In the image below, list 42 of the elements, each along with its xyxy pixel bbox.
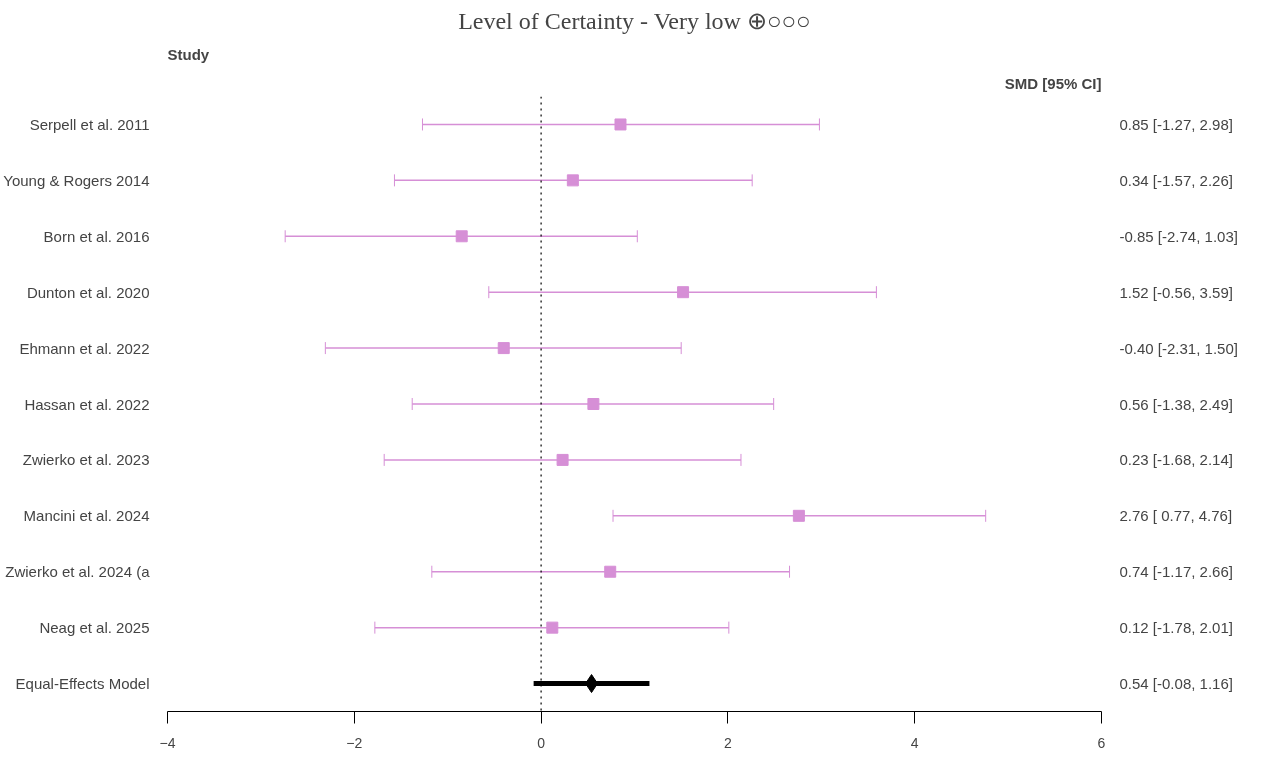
x-tick-label: 2 xyxy=(724,734,733,751)
point xyxy=(792,509,805,522)
point xyxy=(677,286,690,299)
data-label: 1.52 [-0.56, 3.59] xyxy=(1119,283,1233,301)
y-tick-label: Equal-Effects Model xyxy=(15,675,150,693)
point xyxy=(455,230,468,243)
point xyxy=(556,453,569,466)
x-tick-label: 4 xyxy=(910,734,919,751)
data-label: 0.56 [-1.38, 2.49] xyxy=(1119,395,1233,413)
x-tick-label: 6 xyxy=(1097,734,1106,751)
y-tick-label: Young & Rogers 2014 xyxy=(3,171,150,189)
data-label: 0.12 [-1.78, 2.01] xyxy=(1119,619,1233,637)
data-label: 0.23 [-1.68, 2.14] xyxy=(1119,451,1233,469)
point xyxy=(587,398,600,410)
data-label: 0.34 [-1.57, 2.26] xyxy=(1119,171,1233,189)
y-tick-label: Dunton et al. 2020 xyxy=(26,283,150,301)
point xyxy=(604,565,617,578)
point xyxy=(585,674,599,694)
point xyxy=(614,118,627,131)
data-label: 0.74 [-1.17, 2.66] xyxy=(1119,563,1233,581)
y-tick-label: Serpell et al. 2011 xyxy=(29,115,150,133)
y-tick-label: Ehmann et al. 2022 xyxy=(19,339,150,357)
point xyxy=(566,174,579,187)
x-tick-label: 0 xyxy=(537,734,546,751)
x-tick-label: −4 xyxy=(159,734,176,751)
x-tick-label: −2 xyxy=(346,734,363,751)
data-label: -0.40 [-2.31, 1.50] xyxy=(1119,339,1238,357)
y-tick-label: Zwierko et al. 2024 (a xyxy=(5,563,151,581)
text: SMD [95% CI] xyxy=(1004,74,1102,92)
text: 0.54 [-0.08, 1.16] xyxy=(1119,675,1233,693)
y-tick-label: Mancini et al. 2024 xyxy=(23,507,150,525)
y-tick-label: Hassan et al. 2022 xyxy=(24,395,150,413)
y-tick-label: Neag et al. 2025 xyxy=(39,619,150,637)
y-tick-label: Zwierko et al. 2023 xyxy=(22,451,150,469)
y-axis-title: Study xyxy=(167,45,210,63)
data-label: 0.85 [-1.27, 2.98] xyxy=(1119,115,1233,133)
data-label: -0.85 [-2.74, 1.03] xyxy=(1119,227,1238,245)
y-tick-label: Born et al. 2016 xyxy=(43,227,150,245)
point xyxy=(497,342,510,355)
chart-title: Level of Certainty - Very low ⊕○○○ xyxy=(458,7,811,34)
point xyxy=(546,621,559,634)
data-label: 2.76 [ 0.77, 4.76] xyxy=(1119,507,1233,525)
